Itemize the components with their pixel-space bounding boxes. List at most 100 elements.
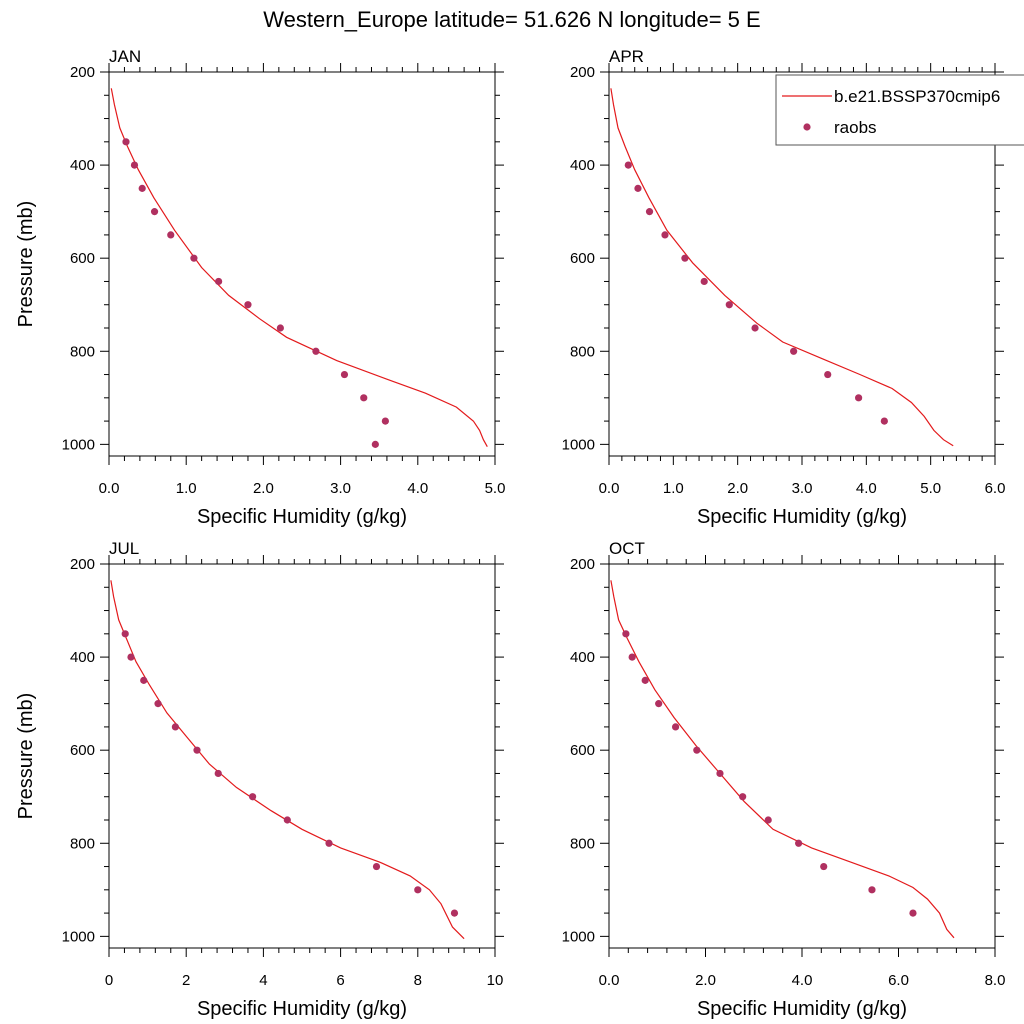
x-tick-label: 2.0 [727, 480, 748, 497]
raobs-point [130, 161, 139, 169]
raobs-point [855, 394, 863, 402]
raobs-point [450, 909, 459, 917]
x-tick-label: 2.0 [695, 972, 716, 989]
y-tick-label: 1000 [562, 928, 595, 945]
raobs-point [628, 653, 636, 661]
y-axis-label: Pressure (mb) [15, 201, 37, 328]
raobs-point [167, 231, 175, 239]
model-profile-line [610, 580, 955, 939]
x-tick-label: 2.0 [253, 480, 274, 497]
x-tick-label: 0 [105, 972, 113, 989]
y-tick-label: 200 [570, 64, 595, 81]
plot-frame [108, 563, 496, 949]
raobs-point [624, 161, 632, 169]
raobs-point [171, 723, 179, 731]
raobs-point [140, 676, 148, 684]
raobs-point [880, 417, 888, 425]
raobs-point [716, 769, 724, 778]
raobs-point [150, 208, 159, 216]
model-profile-line [110, 88, 488, 447]
x-tick-label: 8.0 [985, 972, 1006, 989]
raobs-point [661, 231, 669, 239]
y-tick-label: 200 [70, 64, 95, 81]
raobs-point [372, 862, 381, 871]
x-tick-label: 3.0 [792, 480, 813, 497]
x-tick-label: 0.0 [599, 480, 620, 497]
raobs-point [325, 839, 333, 847]
raobs-point [645, 208, 654, 216]
x-tick-label: 1.0 [176, 480, 197, 497]
panel-apr: APR 0.0 1.0 2.0 3.0 4.0 5.0 6.0 200 400 600 800 1000… [562, 47, 1006, 528]
raobs-point [414, 886, 422, 894]
x-axis-label: Specific Humidity (g/kg) [197, 506, 407, 528]
panel-title: JAN [109, 47, 141, 66]
x-tick-label: 4 [259, 972, 267, 989]
raobs-point [154, 700, 162, 708]
x-tick-label: 4.0 [407, 480, 428, 497]
raobs-point [655, 700, 663, 708]
legend: b.e21.BSSP370cmip6 raobs [775, 74, 1024, 146]
raobs-point [248, 793, 257, 801]
panel-oct: OCT 0.0 2.0 4.0 6.0 8.0 200 400 600 800 1000 Specif… [562, 539, 1006, 1020]
x-tick-label: 8 [414, 972, 422, 989]
raobs-point [824, 370, 832, 379]
x-tick-label: 10 [487, 972, 504, 989]
raobs-point [868, 886, 876, 894]
raobs-point [244, 301, 252, 309]
x-tick-label: 0.0 [99, 480, 120, 497]
panel-title: APR [609, 47, 644, 66]
raobs-point [751, 324, 759, 332]
raobs-point [190, 254, 198, 262]
raobs-point [790, 347, 798, 355]
y-tick-label: 600 [570, 742, 595, 759]
y-tick-label: 400 [70, 157, 95, 174]
legend-entry-label: raobs [834, 118, 877, 137]
raobs-point [820, 862, 828, 871]
legend-box [775, 74, 1024, 146]
y-tick-label: 1000 [62, 928, 95, 945]
figure-title: Western_Europe latitude= 51.626 N longit… [263, 7, 760, 32]
raobs-point [622, 630, 630, 638]
raobs-point [700, 277, 708, 286]
x-tick-label: 2 [182, 972, 190, 989]
raobs-point [283, 816, 291, 824]
model-profile-line [110, 580, 465, 940]
raobs-point [795, 839, 803, 847]
raobs-point [360, 394, 368, 402]
raobs-point [122, 138, 130, 146]
raobs-point [693, 746, 701, 754]
x-tick-label: 6.0 [985, 480, 1006, 497]
raobs-point [681, 254, 689, 262]
y-axis-label: Pressure (mb) [15, 693, 37, 820]
raobs-point [739, 793, 747, 801]
x-tick-label: 1.0 [663, 480, 684, 497]
legend-entry-label: b.e21.BSSP370cmip6 [834, 87, 1000, 106]
y-tick-label: 800 [570, 343, 595, 360]
plot-frame [608, 563, 996, 949]
y-tick-label: 1000 [562, 436, 595, 453]
panels: JAN 0.0 1.0 2.0 3.0 4.0 5.0 200 400 600 800 1000 Spe… [15, 47, 1005, 1020]
panel-title: OCT [609, 539, 645, 558]
panel-jan: JAN 0.0 1.0 2.0 3.0 4.0 5.0 200 400 600 800 1000 Spe… [15, 47, 505, 528]
y-tick-label: 800 [70, 343, 95, 360]
raobs-point [312, 347, 320, 355]
x-tick-label: 5.0 [920, 480, 941, 497]
x-tick-label: 4.0 [792, 972, 813, 989]
raobs-point [764, 816, 772, 824]
x-axis-label: Specific Humidity (g/kg) [697, 506, 907, 528]
raobs-point [127, 653, 135, 661]
raobs-point [641, 676, 649, 684]
y-tick-label: 400 [570, 157, 595, 174]
y-tick-label: 800 [570, 835, 595, 852]
x-axis-label: Specific Humidity (g/kg) [697, 998, 907, 1020]
y-tick-label: 1000 [62, 436, 95, 453]
y-tick-label: 400 [70, 649, 95, 666]
raobs-point [138, 184, 146, 192]
panel-jul: JUL 0 2 4 6 8 10 200 400 600 800 1000 Specific Humid… [15, 539, 504, 1020]
raobs-point [340, 370, 349, 379]
y-tick-label: 400 [570, 649, 595, 666]
legend-marker-swatch [803, 123, 811, 131]
raobs-point [909, 909, 917, 917]
panel-title: JUL [109, 539, 139, 558]
